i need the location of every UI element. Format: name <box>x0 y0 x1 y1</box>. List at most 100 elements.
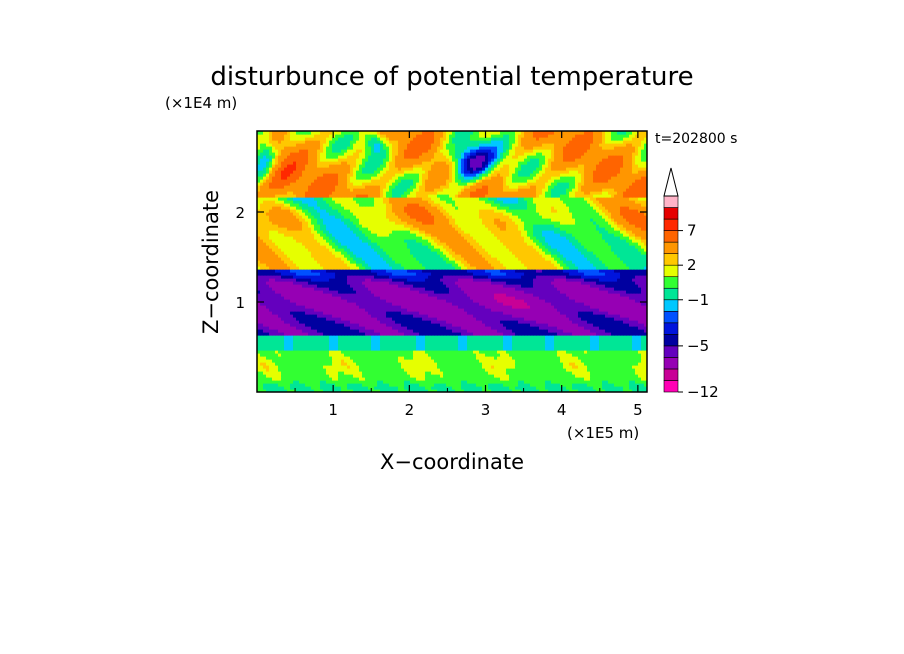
contour-cell <box>359 326 363 330</box>
contour-cell <box>383 335 387 339</box>
contour-cell <box>533 371 537 375</box>
contour-cell <box>485 356 489 360</box>
contour-cell <box>419 347 423 351</box>
contour-cell <box>317 278 321 282</box>
contour-cell <box>584 311 588 315</box>
contour-cell <box>473 341 477 345</box>
contour-cell <box>482 284 486 288</box>
contour-cell <box>548 338 552 342</box>
contour-cell <box>641 353 645 357</box>
contour-cell <box>317 317 321 321</box>
contour-cell <box>467 302 471 306</box>
contour-cell <box>281 371 285 375</box>
contour-cell <box>263 359 267 363</box>
contour-cell <box>566 347 570 351</box>
contour-cell <box>380 356 384 360</box>
contour-cell <box>380 284 384 288</box>
contour-cell <box>479 284 483 288</box>
contour-cell <box>434 380 438 384</box>
contour-cell <box>611 329 615 333</box>
contour-cell <box>383 332 387 336</box>
contour-cell <box>587 287 591 291</box>
contour-cell <box>479 347 483 351</box>
contour-cell <box>374 338 378 342</box>
contour-cell <box>353 338 357 342</box>
contour-cell <box>338 386 342 390</box>
contour-cell <box>635 320 639 324</box>
contour-cell <box>530 335 534 339</box>
contour-cell <box>290 308 294 312</box>
contour-cell <box>359 353 363 357</box>
contour-cell <box>416 275 420 279</box>
contour-cell <box>467 299 471 303</box>
contour-cell <box>557 365 561 369</box>
contour-cell <box>476 314 480 318</box>
contour-cell <box>437 350 441 354</box>
contour-cell <box>548 350 552 354</box>
contour-cell <box>404 386 408 390</box>
contour-cell <box>320 341 324 345</box>
contour-cell <box>542 380 546 384</box>
contour-cell <box>299 323 303 327</box>
contour-cell <box>308 368 312 372</box>
contour-cell <box>539 365 543 369</box>
contour-cell <box>404 329 408 333</box>
contour-cell <box>533 323 537 327</box>
contour-cell <box>587 389 591 392</box>
contour-cell <box>620 284 624 288</box>
contour-cell <box>437 296 441 300</box>
contour-cell <box>563 299 567 303</box>
contour-cell <box>641 389 645 392</box>
contour-cell <box>263 389 267 392</box>
contour-cell <box>581 326 585 330</box>
contour-cell <box>437 287 441 291</box>
contour-cell <box>578 284 582 288</box>
contour-cell <box>644 320 647 324</box>
contour-cell <box>578 359 582 363</box>
contour-cell <box>284 368 288 372</box>
contour-cell <box>389 320 393 324</box>
contour-cell <box>407 359 411 363</box>
contour-cell <box>353 314 357 318</box>
contour-cell <box>263 353 267 357</box>
contour-cell <box>314 305 318 309</box>
contour-cell <box>359 332 363 336</box>
contour-cell <box>557 377 561 381</box>
contour-cell <box>263 278 267 282</box>
contour-cell <box>512 329 516 333</box>
contour-cell <box>344 281 348 285</box>
contour-cell <box>638 341 642 345</box>
contour-cell <box>320 350 324 354</box>
contour-cell <box>308 350 312 354</box>
contour-cell <box>527 350 531 354</box>
contour-cell <box>641 356 645 360</box>
contour-cell <box>353 380 357 384</box>
contour-cell <box>641 296 645 300</box>
contour-cell <box>587 317 591 321</box>
contour-cell <box>395 287 399 291</box>
contour-cell <box>629 323 633 327</box>
contour-cell <box>290 347 294 351</box>
contour-cell <box>566 296 570 300</box>
contour-cell <box>275 323 279 327</box>
contour-cell <box>455 302 459 306</box>
contour-cell <box>497 347 501 351</box>
contour-cell <box>533 320 537 324</box>
contour-cell <box>545 347 549 351</box>
contour-cell <box>380 383 384 387</box>
contour-cell <box>560 323 564 327</box>
contour-cell <box>557 323 561 327</box>
contour-cell <box>302 350 306 354</box>
contour-cell <box>470 350 474 354</box>
contour-cell <box>518 386 522 390</box>
contour-cell <box>446 383 450 387</box>
contour-cell <box>317 323 321 327</box>
contour-cell <box>356 311 360 315</box>
contour-cell <box>374 389 378 392</box>
contour-cell <box>578 326 582 330</box>
contour-cell <box>359 323 363 327</box>
contour-cell <box>569 389 573 392</box>
contour-cell <box>314 308 318 312</box>
contour-cell <box>371 302 375 306</box>
contour-cell <box>350 386 354 390</box>
